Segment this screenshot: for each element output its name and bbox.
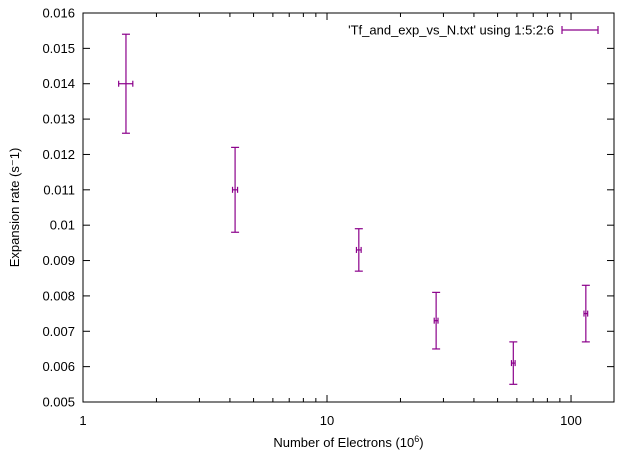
y-tick-label: 0.005 <box>42 395 75 410</box>
tick-group <box>82 12 614 403</box>
data-point <box>581 284 590 343</box>
data-point <box>354 228 363 272</box>
y-tick-label: 0.013 <box>42 112 75 127</box>
y-tick-label: 0.009 <box>42 253 75 268</box>
legend: 'Tf_and_exp_vs_N.txt' using 1:5:2:6 <box>348 23 599 38</box>
legend-swatch <box>561 26 599 34</box>
y-tick-label: 0.014 <box>42 76 75 91</box>
y-tick-label: 0.006 <box>42 359 75 374</box>
x-axis-label: Number of Electrons (106) <box>273 434 423 450</box>
plot-frame <box>82 12 615 403</box>
x-axis-label-exponent: 6 <box>414 434 419 444</box>
y-tick-label: 0.008 <box>42 288 75 303</box>
tick-label-group: 0.005 0.006 0.007 0.008 0.009 0.01 0.011 0.012 0… <box>42 6 581 429</box>
y-tick-label: 0.007 <box>42 324 75 339</box>
data-point <box>509 341 518 385</box>
y-tick-label: 0.016 <box>42 6 75 21</box>
y-tick-label: 0.011 <box>43 182 75 197</box>
y-axis-label: Expansion rate (s⁻1) <box>7 148 22 268</box>
x-tick-label: 10 <box>320 413 334 428</box>
legend-label: 'Tf_and_exp_vs_N.txt' using 1:5:2:6 <box>348 23 554 38</box>
data-point <box>432 291 441 350</box>
x-axis-label-end: ) <box>419 435 423 450</box>
y-tick-label: 0.015 <box>42 41 75 56</box>
data-point-group <box>118 33 590 385</box>
x-tick-label: 100 <box>560 413 582 428</box>
y-tick-label: 0.01 <box>50 218 75 233</box>
y-tick-label: 0.012 <box>42 147 75 162</box>
x-axis-label-main: Number of Electrons (10 <box>273 435 414 450</box>
x-tick-label: 1 <box>79 413 86 428</box>
data-point <box>231 146 240 233</box>
data-point <box>118 33 134 134</box>
